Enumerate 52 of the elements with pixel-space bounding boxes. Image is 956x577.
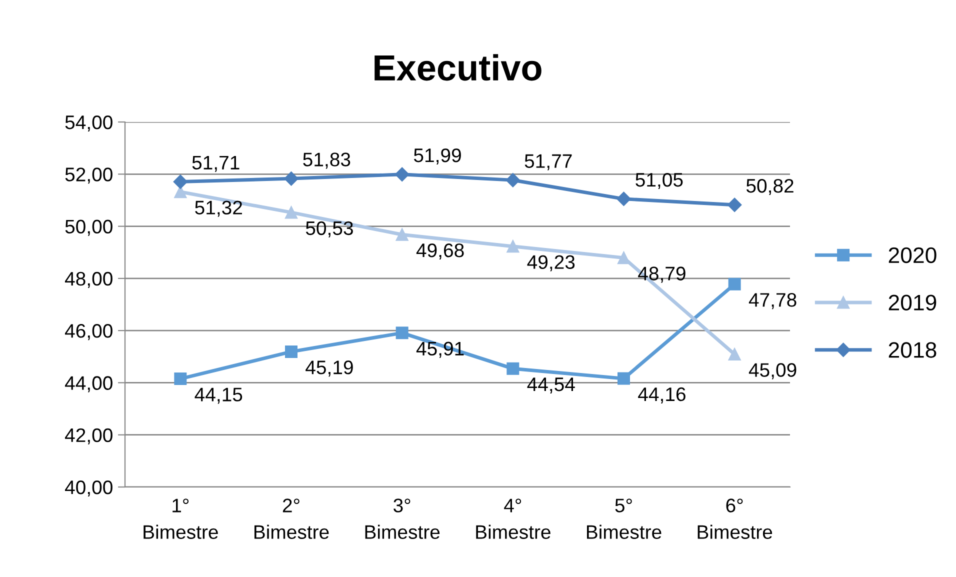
data-label: 51,83 xyxy=(303,152,350,169)
point xyxy=(174,372,187,386)
y-tick-label: 52,00 xyxy=(65,168,112,184)
y-tick-label: 44,00 xyxy=(64,376,112,392)
data-label: 44,16 xyxy=(638,387,686,404)
point xyxy=(728,278,741,290)
point xyxy=(284,171,298,186)
point xyxy=(506,240,520,253)
point xyxy=(396,228,408,241)
data-label: 49,23 xyxy=(527,255,575,272)
y-tick-label: 40,00 xyxy=(64,480,112,497)
y-tick-label: 54,00 xyxy=(65,115,112,132)
data-label: 51,71 xyxy=(192,156,240,172)
x-tick-label: 6° Bimestre xyxy=(698,498,772,539)
data-label: 51,32 xyxy=(195,200,242,217)
x-tick-label: 1° Bimestre xyxy=(144,498,218,539)
point xyxy=(506,173,520,188)
data-label: 44,54 xyxy=(527,378,575,394)
point xyxy=(285,345,298,358)
data-label: 51,77 xyxy=(524,154,572,170)
point xyxy=(618,252,630,264)
x-tick-label: 3° Bimestre xyxy=(365,498,440,539)
chart-title: Executivo xyxy=(374,54,542,81)
point xyxy=(506,362,520,375)
point xyxy=(616,192,631,206)
x-tick-label: 2° Bimestre xyxy=(254,498,329,539)
x-tick-label: 5° Bimestre xyxy=(586,498,662,539)
legend-label: 2020 xyxy=(888,247,936,264)
legend-label: 2019 xyxy=(888,294,936,310)
data-label: 45,09 xyxy=(748,363,796,380)
data-label: 50,82 xyxy=(746,178,794,196)
y-tick-label: 42,00 xyxy=(64,428,112,444)
data-label: 51,05 xyxy=(636,172,683,190)
data-label: 45,19 xyxy=(306,360,353,377)
data-label: 44,15 xyxy=(194,388,242,404)
data-label: 50,53 xyxy=(306,221,353,238)
point xyxy=(173,174,188,189)
point xyxy=(728,348,741,361)
point xyxy=(395,167,410,182)
data-label: 48,79 xyxy=(638,266,686,283)
point xyxy=(618,372,630,385)
y-tick-label: 46,00 xyxy=(64,324,112,340)
point xyxy=(285,206,298,219)
data-label: 49,68 xyxy=(416,243,464,260)
data-label: 47,78 xyxy=(748,293,796,310)
y-tick-label: 48,00 xyxy=(64,272,112,288)
data-label: 51,99 xyxy=(414,148,461,165)
y-tick-label: 50,00 xyxy=(65,220,112,236)
point xyxy=(396,326,408,340)
point xyxy=(728,198,742,212)
x-tick-label: 4° Bimestre xyxy=(476,498,550,539)
legend-label: 2018 xyxy=(888,342,936,358)
